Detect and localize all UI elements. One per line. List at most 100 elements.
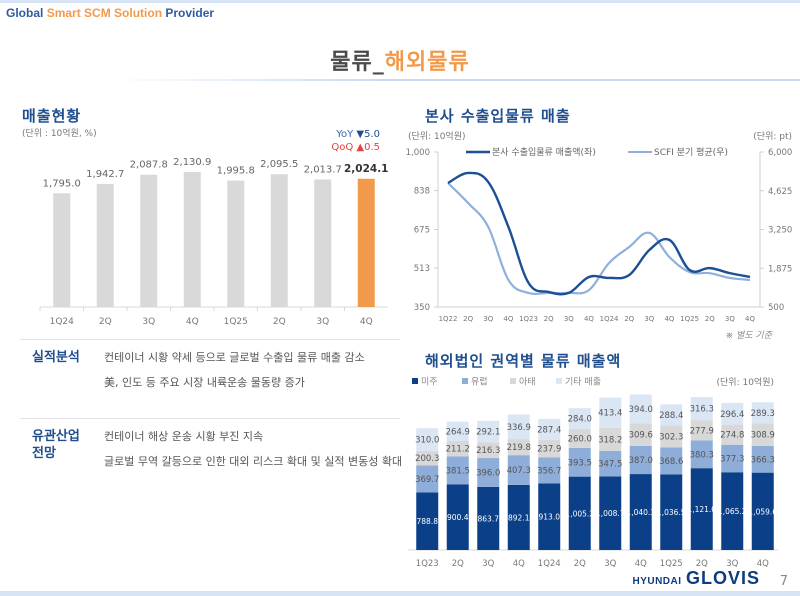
stack-segment-아태 [568, 428, 591, 448]
x-tick-label: 3Q [726, 559, 738, 569]
x-tick-label: 3Q [644, 315, 654, 323]
outlook-label-line2: 전망 [32, 446, 56, 461]
stack-value-label: 356.7 [537, 466, 561, 476]
x-tick-label: 2Q [99, 317, 112, 327]
page-title-main: 물류_ [330, 50, 385, 75]
standalone-note: ※ 별도 기준 [725, 331, 772, 341]
left-tick-label: 675 [414, 226, 430, 236]
stack-value-label: 292.1 [476, 428, 500, 438]
stack-segment-유럽 [416, 465, 439, 493]
stack-value-label: 1,121.0 [687, 505, 716, 514]
legend-label: 미주 [421, 377, 438, 388]
stack-segment-유럽 [507, 455, 530, 485]
stack-value-label: 1,065.2 [718, 507, 747, 516]
hyundai-glovis-logo: HYUNDAI GLOVIS [632, 568, 760, 589]
legend-swatch-1 [462, 378, 468, 384]
revenue-title: 매출현황 [22, 107, 82, 125]
stack-segment-유럽 [477, 458, 500, 487]
stack-segment-미주 [599, 476, 622, 550]
stack-value-label: 310.0 [415, 435, 439, 445]
x-tick-label: 2Q [463, 315, 473, 323]
stack-value-label: 1,040.3 [626, 508, 655, 517]
stack-segment-아태 [416, 450, 439, 466]
qoq-value: ▲0.5 [356, 142, 380, 153]
bar-2 [140, 174, 158, 307]
page-title: 물류_해외물류 [0, 44, 800, 76]
x-tick-label: 4Q [757, 559, 769, 569]
right-tick-label: 4,625 [768, 187, 792, 197]
stack-segment-아태 [446, 441, 469, 457]
stack-value-label: 366.3 [751, 455, 775, 465]
x-tick-label: 2Q [705, 315, 715, 323]
stack-value-label: 396.0 [476, 468, 500, 478]
stack-segment-기타 매출 [690, 397, 713, 421]
title-divider [110, 79, 800, 81]
stack-segment-미주 [568, 476, 591, 550]
stack-segment-유럽 [690, 440, 713, 469]
stack-value-label: 380.3 [690, 450, 714, 460]
stack-segment-미주 [477, 486, 500, 550]
stack-value-label: 277.9 [690, 426, 714, 436]
legend-label-hq-revenue: 본사 수출입물류 매출액(좌) [492, 146, 596, 158]
stack-segment-아태 [507, 439, 530, 456]
outlook-label: 유관산업 전망 [32, 428, 80, 462]
tagline-provider: Provider [165, 6, 215, 20]
legend-label: 기타 매출 [565, 377, 601, 388]
stack-segment-아태 [477, 442, 500, 459]
legend-label-scfi: SCFI 분기 평균(우) [654, 147, 728, 158]
bar-7 [357, 178, 375, 307]
stack-value-label: 900.4 [447, 513, 469, 522]
stack-value-label: 216.3 [476, 446, 500, 456]
stack-segment-미주 [538, 483, 561, 550]
bar-0 [53, 193, 71, 307]
stack-value-label: 369.7 [415, 475, 439, 485]
stack-segment-아태 [538, 439, 561, 458]
stack-segment-유럽 [599, 450, 622, 477]
bar-value-label: 2,087.8 [130, 160, 168, 171]
x-tick-label: 2Q [544, 315, 554, 323]
stack-segment-기타 매출 [660, 404, 683, 426]
stack-value-label: 347.5 [598, 460, 622, 470]
stack-value-label: 274.8 [720, 431, 744, 441]
stack-segment-유럽 [568, 447, 591, 477]
stack-segment-기타 매출 [629, 394, 652, 424]
stack-value-label: 863.7 [478, 514, 500, 523]
bar-value-label: 2,130.9 [173, 157, 211, 168]
stack-value-label: 308.9 [751, 431, 775, 441]
legend-swatch-0 [412, 378, 418, 384]
stack-value-label: 413.4 [598, 409, 622, 419]
overseas-unit: (단위: 10억원) [716, 378, 775, 388]
x-tick-label: 2Q [574, 559, 586, 569]
stack-value-label: 302.3 [659, 432, 683, 442]
outlook-line-2: 글로벌 무역 갈등으로 인한 대외 리스크 확대 및 실적 변동성 확대 [104, 455, 403, 468]
analysis-label: 실적분석 [32, 350, 80, 365]
x-tick-label: 1Q25 [660, 559, 683, 569]
right-tick-label: 3,250 [768, 226, 792, 236]
x-tick-label: 2Q [273, 317, 286, 327]
stack-segment-미주 [690, 468, 713, 550]
bar-3 [183, 172, 201, 307]
left-tick-label: 838 [414, 187, 430, 197]
x-tick-label: 4Q [745, 315, 755, 323]
stack-segment-미주 [751, 472, 774, 550]
x-tick-label: 1Q25 [224, 317, 248, 327]
stack-segment-기타 매출 [599, 397, 622, 428]
bar-4 [227, 180, 245, 307]
stack-segment-기타 매출 [568, 408, 591, 429]
stack-value-label: 296.4 [720, 410, 744, 420]
stack-segment-아태 [690, 420, 713, 441]
x-tick-label: 4Q [360, 317, 373, 327]
stack-value-label: 309.6 [629, 431, 653, 441]
overseas-stacked-bar-chart: 미주 유럽 아태 기타 매출 788.8 369.7 200.3 310.0 1Q23 900.4… [408, 377, 778, 569]
yoy-qoq-box: YoY ▼5.0 QoQ ▲0.5 [331, 128, 380, 154]
stack-value-label: 264.9 [446, 427, 470, 437]
stack-segment-아태 [599, 427, 622, 451]
stack-value-label: 1,008.7 [596, 509, 625, 518]
x-tick-label: 1Q25 [680, 315, 699, 323]
stack-value-label: 381.5 [446, 466, 470, 476]
stack-value-label: 316.3 [690, 405, 714, 415]
stack-segment-유럽 [446, 456, 469, 485]
divider-analysis [20, 339, 400, 340]
stack-segment-미주 [416, 492, 439, 550]
stack-segment-유럽 [721, 444, 744, 473]
